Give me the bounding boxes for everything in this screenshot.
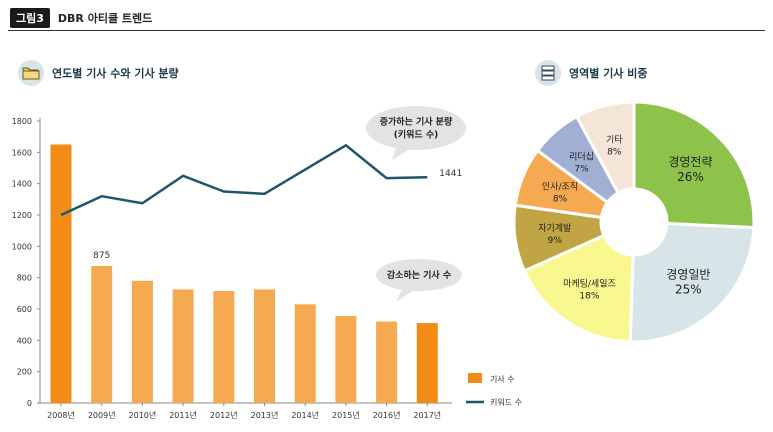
legend-label: 기사 수 <box>490 375 515 384</box>
x-tick-label: 2014년 <box>291 410 319 420</box>
x-tick-label: 2017년 <box>413 410 441 420</box>
legend-swatch-bar <box>468 373 482 383</box>
slice-name: 자기계발 <box>538 222 571 234</box>
pie-slice <box>522 233 635 344</box>
legend-label: 키워드 수 <box>490 398 522 407</box>
y-tick-label: 600 <box>17 305 32 314</box>
slice-percent: 8% <box>607 147 622 157</box>
header-divider <box>8 30 765 31</box>
slice-percent: 8% <box>553 195 568 205</box>
x-tick-label: 2010년 <box>129 410 157 420</box>
slice-name: 기타 <box>606 134 623 145</box>
figure-title: DBR 아티클 트렌드 <box>57 12 153 25</box>
slice-name: 리더십 <box>569 152 594 163</box>
bar <box>294 304 316 403</box>
slice-percent: 26% <box>677 170 704 184</box>
slice-label: 리더십 7% <box>569 152 594 175</box>
y-tick-label: 1800 <box>12 117 32 126</box>
pie-slice <box>574 100 636 196</box>
annotation-text: 증가하는 기사 분량 <box>380 116 453 128</box>
x-tick-label: 2016년 <box>373 410 401 420</box>
bar <box>376 321 398 403</box>
slice-label: 자기계발 9% <box>538 222 571 246</box>
pie-slice <box>628 221 756 344</box>
bubble-shape <box>376 259 462 291</box>
slice-label: 마케팅/세일즈 18% <box>563 278 616 301</box>
slice-label: 기타 8% <box>606 134 623 157</box>
slice-percent: 9% <box>548 236 563 246</box>
bar <box>416 323 438 403</box>
figure-header: 그림3 DBR 아티클 트렌드 <box>10 8 152 28</box>
annotation-bubble: 증가하는 기사 분량(키워드 수) <box>366 106 466 160</box>
folder-icon <box>18 60 44 86</box>
y-tick-label: 1000 <box>12 242 32 251</box>
right-section-title: 영역별 기사 비중 <box>535 60 648 86</box>
annotation-text: 감소하는 기사 수 <box>387 269 451 281</box>
data-label: 1441 <box>439 169 462 179</box>
y-tick-label: 800 <box>17 274 32 283</box>
slice-name: 경영전략 <box>668 155 712 169</box>
y-tick-label: 200 <box>17 368 32 377</box>
slice-percent: 25% <box>675 283 702 297</box>
slice-name: 경영일반 <box>666 268 710 282</box>
figure-tag: 그림3 <box>10 8 50 28</box>
annotation-text: (키워드 수) <box>394 129 438 141</box>
bar <box>131 280 153 403</box>
bar <box>172 289 194 403</box>
x-tick-label: 2013년 <box>251 410 279 420</box>
slice-percent: 7% <box>574 165 589 175</box>
pie-slice <box>632 100 756 230</box>
annotation-bubble: 감소하는 기사 수 <box>376 259 462 302</box>
keyword-line <box>60 144 428 217</box>
slice-percent: 18% <box>579 291 599 301</box>
y-tick-label: 0 <box>27 399 32 408</box>
y-tick-label: 400 <box>17 336 32 345</box>
x-tick-label: 2015년 <box>332 410 360 420</box>
slice-label: 인사/조직 8% <box>542 182 578 205</box>
server-icon <box>535 60 561 86</box>
x-tick-label: 2009년 <box>88 410 116 420</box>
y-tick-label: 1600 <box>12 148 32 157</box>
slice-name: 마케팅/세일즈 <box>563 278 616 289</box>
y-tick-label: 1400 <box>12 180 32 189</box>
x-tick-label: 2008년 <box>47 410 75 420</box>
bar <box>254 289 275 403</box>
x-tick-label: 2011년 <box>169 410 197 420</box>
data-label: 875 <box>93 251 110 261</box>
bubble-shape <box>366 106 466 150</box>
bubble-tail <box>392 148 410 160</box>
bar <box>213 290 235 403</box>
bar <box>50 144 72 403</box>
left-section-title: 연도별 기사 수와 기사 분량 <box>18 60 179 86</box>
bar <box>335 316 357 403</box>
slice-name: 인사/조직 <box>542 182 578 193</box>
y-tick-label: 1200 <box>12 211 32 220</box>
right-section-label: 영역별 기사 비중 <box>569 67 648 80</box>
left-section-label: 연도별 기사 수와 기사 분량 <box>52 67 179 80</box>
x-tick-label: 2012년 <box>210 410 238 420</box>
bar <box>91 265 113 403</box>
bubble-tail <box>396 289 414 302</box>
